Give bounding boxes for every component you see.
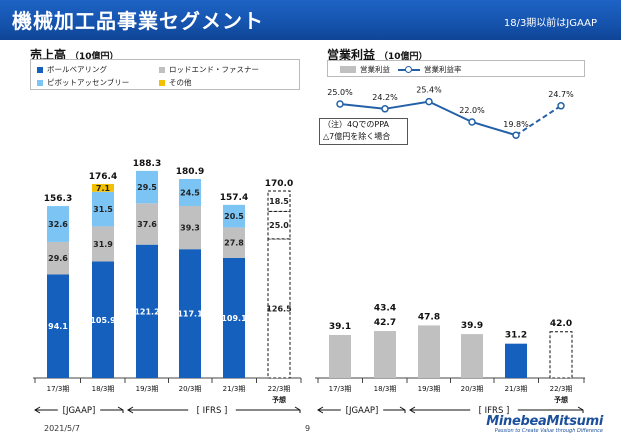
sales-category-label: 20/3期 xyxy=(179,385,202,393)
sales-total-label: 170.0 xyxy=(265,179,293,189)
profit-bar-label: 39.9 xyxy=(461,321,483,331)
profit-category-label: 21/3期 xyxy=(505,385,528,393)
sales-total-label: 176.4 xyxy=(89,172,117,182)
margin-point xyxy=(382,106,388,112)
sales-segment-label: 121.2 xyxy=(134,307,159,316)
profit-bar xyxy=(461,334,483,378)
sales-category-label: 19/3期 xyxy=(136,385,159,393)
profit-bar xyxy=(329,335,351,378)
profit-bar-label: 39.1 xyxy=(329,322,351,332)
sales-forecast-label: 予想 xyxy=(272,395,286,404)
sales-total-label: 157.4 xyxy=(220,193,248,203)
footer-date: 2021/5/7 xyxy=(44,424,80,433)
sales-segment-label: 39.3 xyxy=(180,224,200,233)
margin-point xyxy=(337,101,343,107)
sales-total-label: 180.9 xyxy=(176,167,204,177)
profit-category-label: 22/3期 xyxy=(550,385,573,393)
profit-bar xyxy=(374,331,396,378)
margin-point-label: 25.0% xyxy=(327,88,353,97)
sales-segment-label: 31.5 xyxy=(93,205,113,214)
profit-category-label: 19/3期 xyxy=(418,385,441,393)
profit-forecast-label: 予想 xyxy=(554,395,568,404)
margin-point xyxy=(469,119,475,125)
sales-segment-label: 126.5 xyxy=(266,304,292,313)
profit-bar xyxy=(418,325,440,378)
profit-bar-label: 42.0 xyxy=(550,319,572,329)
profit-bar-forecast xyxy=(550,332,572,378)
margin-point xyxy=(558,103,564,109)
sales-segment-label: 32.6 xyxy=(48,220,68,229)
sales-segment-label: 29.6 xyxy=(48,254,68,263)
sales-segment-label: 94.1 xyxy=(48,322,68,331)
logo-wordmark: MinebeaMitsumi xyxy=(486,414,603,429)
profit-bar-label: 42.7 xyxy=(374,318,396,328)
sales-segment-label: 31.9 xyxy=(93,240,113,249)
sales-segment-label: 20.5 xyxy=(224,212,244,221)
sales-total-label: 156.3 xyxy=(44,194,72,204)
sales-category-label: 21/3期 xyxy=(223,385,246,393)
margin-point-label: 22.0% xyxy=(459,106,485,115)
sales-jgaap-era-label: [JGAAP] xyxy=(63,406,96,416)
sales-segment-label: 29.5 xyxy=(137,183,157,192)
sales-segment-label: 27.8 xyxy=(224,239,244,248)
profit-adjusted-label: 43.4 xyxy=(374,303,396,313)
ppa-annotation: （注）4QでのPPA △7億円を除く場合 xyxy=(319,118,408,145)
profit-bar-label: 31.2 xyxy=(505,331,527,341)
charts-canvas: 94.1 29.6 32.6 156.3 17/3期 105.9 31.9 31.5 7.1 17… xyxy=(0,0,621,438)
profit-bar-highlight xyxy=(505,344,527,378)
sales-segment-label: 109.1 xyxy=(221,314,247,323)
margin-point-label: 24.7% xyxy=(548,90,574,99)
sales-segment-label: 18.5 xyxy=(269,197,289,206)
sales-ifrs-era-label: [ IFRS ] xyxy=(197,406,228,416)
ppa-annotation-line-1: （注）4QでのPPA xyxy=(323,119,407,131)
sales-segment-label: 105.9 xyxy=(90,316,116,325)
profit-category-label: 20/3期 xyxy=(461,385,484,393)
profit-category-label: 17/3期 xyxy=(329,385,352,393)
sales-segment-label: 37.6 xyxy=(137,220,157,229)
margin-point xyxy=(426,99,432,105)
page-number: 9 xyxy=(305,424,310,433)
profit-jgaap-era-label: [JGAAP] xyxy=(346,406,379,416)
margin-point xyxy=(513,132,519,138)
sales-segment-label: 25.0 xyxy=(269,221,289,230)
profit-bar-label: 47.8 xyxy=(418,312,440,322)
logo-tagline: Passion to Create Value through Differen… xyxy=(486,428,603,434)
sales-category-label: 22/3期 xyxy=(268,385,291,393)
ppa-annotation-line-2: △7億円を除く場合 xyxy=(323,131,407,143)
sales-segment-label: 117.1 xyxy=(177,310,203,319)
margin-point-label: 24.2% xyxy=(372,93,398,102)
margin-point-label: 25.4% xyxy=(416,86,442,95)
margin-point-label: 19.8% xyxy=(503,120,529,129)
profit-category-label: 18/3期 xyxy=(374,385,397,393)
sales-category-label: 18/3期 xyxy=(92,385,115,393)
sales-total-label: 188.3 xyxy=(133,159,161,169)
sales-segment-label: 24.5 xyxy=(180,188,200,197)
company-logo: MinebeaMitsumi Passion to Create Value t… xyxy=(486,414,603,434)
sales-category-label: 17/3期 xyxy=(47,385,70,393)
sales-segment-label: 7.1 xyxy=(96,184,111,193)
